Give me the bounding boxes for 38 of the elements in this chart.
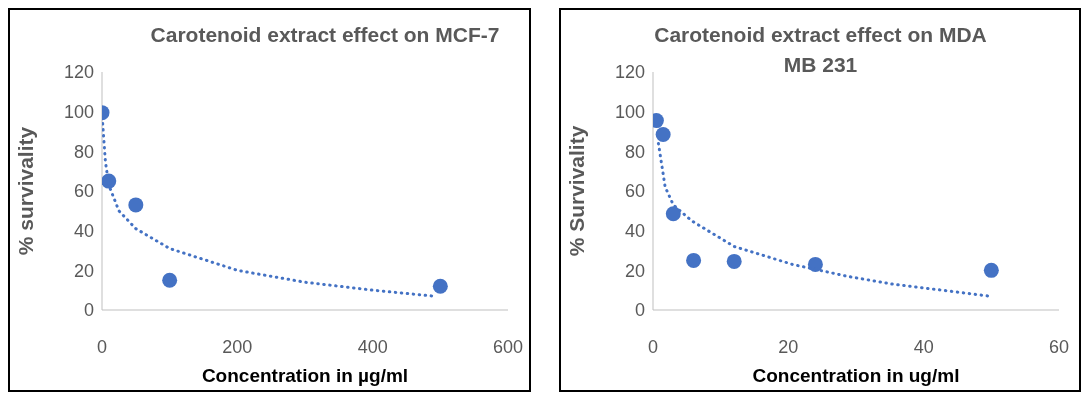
x-tick-label: 0 (96, 336, 108, 357)
x-tick-label: 60 (1048, 336, 1069, 357)
y-tick-label: 100 (614, 102, 645, 123)
x-tick-label: 20 (777, 336, 798, 357)
y-tick-label: 0 (634, 300, 645, 321)
y-tick-label: 80 (73, 141, 94, 162)
point (665, 206, 681, 222)
line-series (102, 122, 436, 298)
point (128, 197, 144, 213)
y-tick-label: 40 (624, 221, 645, 242)
point (162, 272, 178, 288)
chart-title: Carotenoid extract effect on MDA MB 231 (654, 23, 987, 76)
x-tick-label: 200 (222, 336, 253, 357)
x-axis-title: Concentration in µg/ml (201, 365, 409, 386)
y-tick-label: 60 (73, 181, 94, 202)
x-axis-title: Concentration in ug/ml (752, 365, 959, 386)
y-tick-label: 120 (63, 62, 94, 83)
y-axis-title: % Survivality (564, 125, 588, 257)
y-tick-label: 20 (624, 260, 645, 281)
x-tick-label: 400 (357, 336, 388, 357)
y-tick-label: 80 (624, 141, 645, 162)
y-tick-label: 0 (83, 300, 94, 321)
x-tick-label: 40 (913, 336, 934, 357)
y-axis-title: % survivality (14, 126, 38, 256)
point (432, 278, 448, 294)
y-tick-label: 120 (614, 62, 645, 83)
point (983, 262, 999, 278)
point (655, 126, 671, 142)
point (807, 256, 823, 272)
point (726, 253, 742, 269)
point (685, 252, 701, 268)
x-tick-label: 600 (492, 336, 524, 357)
x-tick-label: 0 (647, 336, 658, 357)
y-tick-label: 60 (624, 181, 645, 202)
y-tick-label: 20 (73, 260, 94, 281)
y-tick-label: 40 (73, 221, 94, 242)
y-tick-label: 100 (63, 102, 94, 123)
chart-title: Carotenoid extract effect on MCF-7 (149, 22, 501, 48)
